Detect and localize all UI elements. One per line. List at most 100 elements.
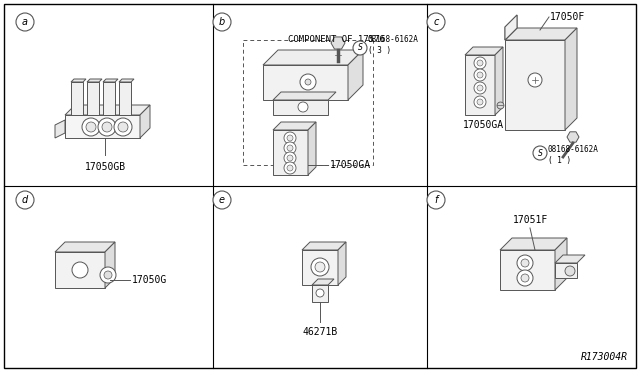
Circle shape <box>102 122 112 132</box>
Circle shape <box>298 102 308 112</box>
Text: R173004R: R173004R <box>581 352 628 362</box>
Circle shape <box>287 135 293 141</box>
Polygon shape <box>55 120 65 138</box>
Polygon shape <box>263 50 363 65</box>
Polygon shape <box>505 15 517 40</box>
Polygon shape <box>87 79 102 82</box>
Text: a: a <box>22 17 28 27</box>
Polygon shape <box>348 50 363 100</box>
Polygon shape <box>500 250 555 290</box>
Text: 46271B: 46271B <box>302 327 338 337</box>
Text: b: b <box>219 17 225 27</box>
Polygon shape <box>55 242 115 252</box>
Polygon shape <box>119 79 134 82</box>
Circle shape <box>284 132 296 144</box>
Circle shape <box>284 152 296 164</box>
Circle shape <box>86 122 96 132</box>
Circle shape <box>528 73 542 87</box>
Circle shape <box>287 155 293 161</box>
Circle shape <box>533 146 547 160</box>
Polygon shape <box>331 37 345 49</box>
Circle shape <box>118 122 128 132</box>
Polygon shape <box>302 242 346 250</box>
Circle shape <box>474 69 486 81</box>
Text: 08168-6162A
( 3 ): 08168-6162A ( 3 ) <box>368 35 419 55</box>
Circle shape <box>311 258 329 276</box>
Circle shape <box>517 270 533 286</box>
Polygon shape <box>495 47 503 115</box>
Polygon shape <box>567 132 579 142</box>
Circle shape <box>427 191 445 209</box>
Circle shape <box>477 60 483 66</box>
Circle shape <box>305 79 311 85</box>
Polygon shape <box>465 47 503 55</box>
Polygon shape <box>87 82 99 115</box>
Polygon shape <box>312 279 334 285</box>
Circle shape <box>517 255 533 271</box>
Polygon shape <box>119 82 131 115</box>
Polygon shape <box>65 115 140 138</box>
Circle shape <box>16 191 34 209</box>
Text: 17050GB: 17050GB <box>84 162 125 172</box>
Text: 08168-6162A
( 1 ): 08168-6162A ( 1 ) <box>548 145 599 165</box>
Circle shape <box>213 13 231 31</box>
Circle shape <box>474 82 486 94</box>
Circle shape <box>477 72 483 78</box>
Circle shape <box>287 145 293 151</box>
Polygon shape <box>65 105 150 115</box>
Text: COMPONENT OF 17576: COMPONENT OF 17576 <box>288 35 385 44</box>
Polygon shape <box>273 122 316 130</box>
Bar <box>243 40 373 165</box>
Circle shape <box>565 266 575 276</box>
Polygon shape <box>140 105 150 138</box>
Polygon shape <box>465 55 495 115</box>
Polygon shape <box>273 100 328 115</box>
Polygon shape <box>105 242 115 288</box>
Polygon shape <box>308 122 316 175</box>
Text: 17050GA: 17050GA <box>330 160 371 170</box>
Circle shape <box>427 13 445 31</box>
Polygon shape <box>505 15 517 40</box>
Polygon shape <box>71 79 86 82</box>
Circle shape <box>353 41 367 55</box>
Circle shape <box>474 57 486 69</box>
Polygon shape <box>273 130 308 175</box>
Polygon shape <box>555 238 567 290</box>
Circle shape <box>521 274 529 282</box>
Circle shape <box>477 99 483 105</box>
Text: 17050G: 17050G <box>132 275 167 285</box>
Polygon shape <box>555 263 577 278</box>
Text: 17050GA: 17050GA <box>463 120 504 130</box>
Polygon shape <box>505 28 577 40</box>
Circle shape <box>284 162 296 174</box>
Circle shape <box>316 289 324 297</box>
Polygon shape <box>312 285 328 302</box>
Polygon shape <box>103 79 118 82</box>
Circle shape <box>315 262 325 272</box>
Circle shape <box>474 96 486 108</box>
Circle shape <box>477 85 483 91</box>
Polygon shape <box>565 28 577 130</box>
Circle shape <box>72 262 88 278</box>
Circle shape <box>287 165 293 171</box>
Polygon shape <box>273 92 336 100</box>
Polygon shape <box>555 255 585 263</box>
Text: S: S <box>358 44 362 52</box>
Text: d: d <box>22 195 28 205</box>
Polygon shape <box>55 252 105 288</box>
Circle shape <box>521 259 529 267</box>
Polygon shape <box>505 40 565 130</box>
Circle shape <box>213 191 231 209</box>
Text: e: e <box>219 195 225 205</box>
Circle shape <box>82 118 100 136</box>
Circle shape <box>284 142 296 154</box>
Text: 17050F: 17050F <box>550 12 585 22</box>
Polygon shape <box>71 82 83 115</box>
Circle shape <box>300 74 316 90</box>
Circle shape <box>100 267 116 283</box>
Circle shape <box>114 118 132 136</box>
Polygon shape <box>263 65 348 100</box>
Polygon shape <box>302 250 338 285</box>
Polygon shape <box>500 238 567 250</box>
Polygon shape <box>338 242 346 285</box>
